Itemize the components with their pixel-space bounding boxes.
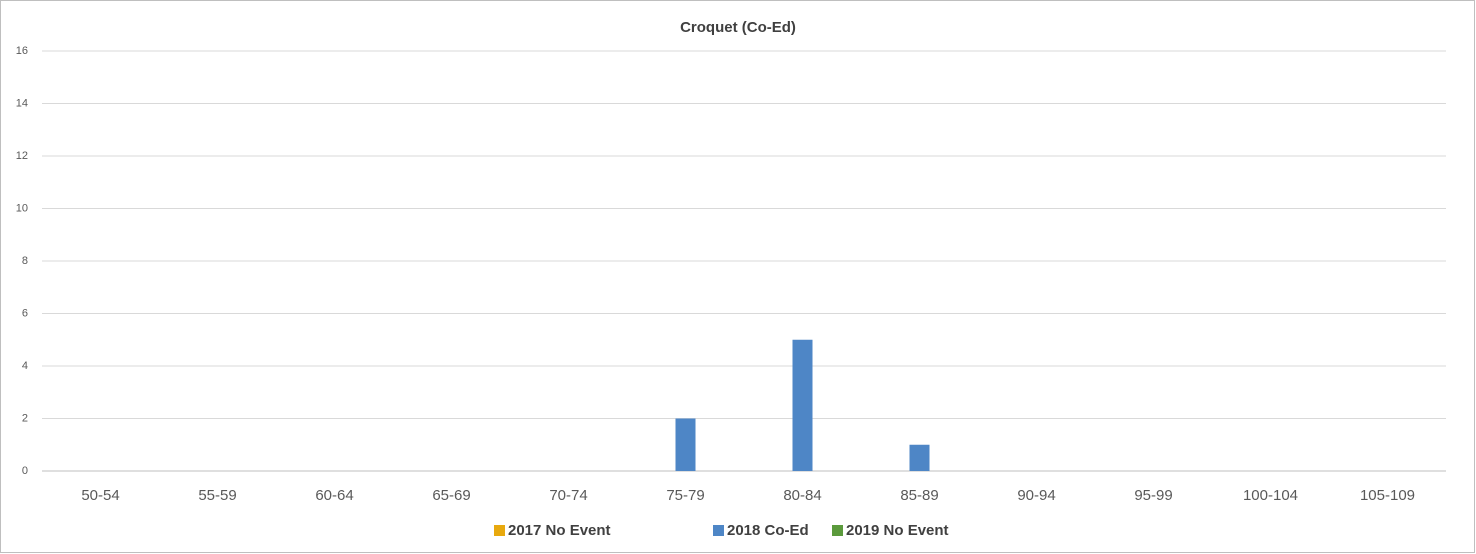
y-tick-label: 6	[22, 307, 28, 319]
x-tick-label: 85-89	[900, 487, 938, 504]
x-tick-label: 100-104	[1243, 487, 1298, 504]
y-tick-label: 8	[22, 255, 28, 267]
x-tick-label: 90-94	[1017, 487, 1055, 504]
legend-label: 2018 Co-Ed	[727, 522, 809, 539]
x-tick-label: 50-54	[81, 487, 119, 504]
legend-swatch	[494, 525, 505, 536]
x-tick-label: 70-74	[549, 487, 587, 504]
y-tick-label: 2	[22, 412, 28, 424]
bar	[675, 418, 696, 471]
y-tick-label: 12	[16, 150, 28, 162]
legend-swatch	[713, 525, 724, 536]
legend-label: 2019 No Event	[846, 522, 949, 539]
x-tick-label: 65-69	[432, 487, 470, 504]
y-tick-label: 4	[22, 360, 28, 372]
legend-swatch	[832, 525, 843, 536]
y-tick-label: 10	[16, 202, 28, 214]
y-tick-label: 14	[16, 97, 28, 109]
x-tick-label: 105-109	[1360, 487, 1415, 504]
x-tick-label: 75-79	[666, 487, 704, 504]
x-tick-label: 80-84	[783, 487, 821, 504]
bar	[909, 444, 930, 471]
x-tick-label: 95-99	[1134, 487, 1172, 504]
legend-label: 2017 No Event	[508, 522, 611, 539]
bar	[792, 339, 813, 471]
x-tick-label: 55-59	[198, 487, 236, 504]
y-tick-label: 0	[22, 465, 28, 477]
x-tick-label: 60-64	[315, 487, 353, 504]
y-tick-label: 16	[16, 45, 28, 57]
chart-title: Croquet (Co-Ed)	[680, 19, 796, 36]
